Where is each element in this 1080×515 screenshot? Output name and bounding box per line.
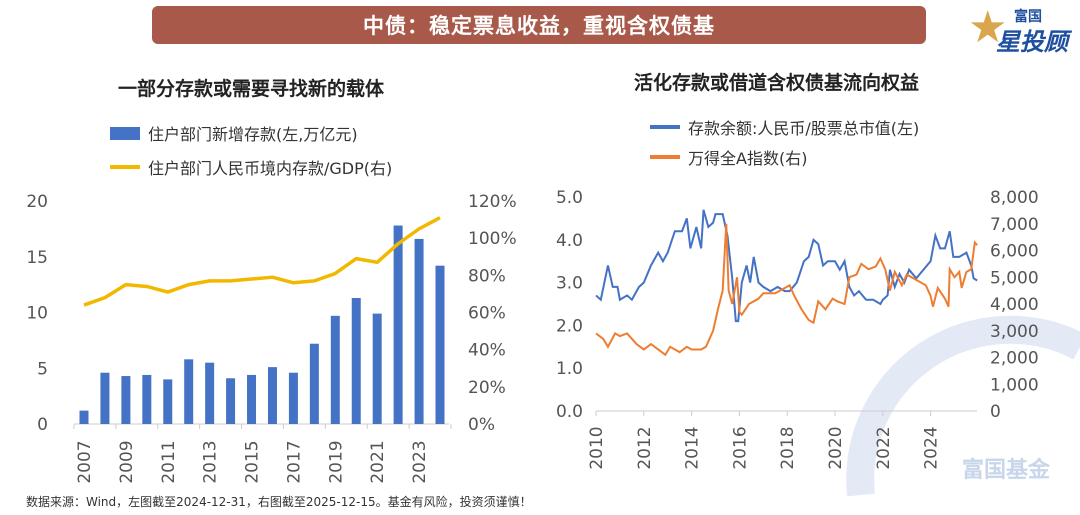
bar-2011	[163, 379, 173, 424]
watermark-text: 富国基金	[962, 458, 1051, 483]
brand-logo: ★ 富国 星投顾	[968, 2, 1078, 57]
right-y-tick-label: 80%	[468, 266, 506, 286]
right-y-tick-label: 4,000	[990, 295, 1039, 315]
star-icon: ★	[968, 2, 1008, 53]
legend-swatch-bar	[110, 126, 140, 140]
bar-2012	[184, 359, 194, 424]
legend-swatch-line	[650, 155, 680, 159]
left-y-tick-label: 5.0	[556, 188, 583, 208]
right-y-tick-label: 100%	[468, 229, 517, 249]
right-y-tick-label: 0	[990, 402, 1001, 422]
left-y-tick-label: 2.0	[556, 316, 583, 336]
bar-2008	[100, 372, 110, 424]
left-chart-title: 一部分存款或需要寻找新的载体	[118, 78, 385, 100]
x-tick-label: 2020	[826, 426, 846, 469]
deposit-gdp-line	[83, 216, 441, 307]
right-y-tick-label: 8,000	[990, 188, 1039, 208]
bar-2015	[247, 374, 257, 424]
legend-swatch-line	[650, 125, 680, 129]
bar-2010	[142, 374, 152, 424]
bar-2020	[351, 298, 361, 424]
right-y-tick-label: 60%	[468, 304, 506, 324]
x-tick-label: 2017	[284, 440, 304, 483]
x-tick-label: 2013	[201, 440, 221, 483]
right-y-tick-label: 20%	[468, 378, 506, 398]
left-y-tick-label: 0	[37, 415, 48, 435]
x-tick-label: 2012	[635, 426, 655, 469]
watermark-arc	[846, 315, 1080, 497]
left-y-tick-label: 4.0	[556, 231, 583, 251]
x-tick-label: 2022	[874, 426, 894, 469]
bar-2021	[372, 313, 382, 424]
legend-item-deposits: 住户部门新增存款(左,万亿元)	[110, 121, 358, 145]
legend-item-deposit-gdp: 住户部门人民币境内存款/GDP(右)	[110, 155, 392, 179]
logo-text-top: 富国	[1014, 9, 1042, 25]
left-y-tick-label: 15	[26, 248, 48, 268]
right-chart-title: 活化存款或借道含权债基流向权益	[634, 72, 920, 94]
x-tick-label: 2007	[75, 440, 95, 483]
right-y-tick-label: 40%	[468, 341, 506, 361]
left-y-tick-label: 10	[26, 304, 48, 324]
x-tick-label: 2014	[683, 426, 703, 469]
legend-label: 住户部门新增存款(左,万亿元)	[148, 125, 358, 144]
legend-label: 万得全A指数(右)	[688, 149, 808, 168]
bar-2016	[267, 367, 277, 424]
x-tick-label: 2019	[326, 440, 346, 483]
deposit-market-cap-ratio-line	[595, 209, 978, 323]
bar-2017	[288, 372, 298, 424]
left-y-tick-label: 20	[26, 192, 48, 212]
bar-2007	[79, 410, 89, 424]
x-tick-label: 2024	[922, 426, 942, 469]
logo-text-bottom: 星投顾	[996, 28, 1068, 56]
x-tick-label: 2015	[243, 440, 263, 483]
page-title: 中债：稳定票息收益，重视含权债基	[152, 6, 926, 44]
legend-item-wind-a: 万得全A指数(右)	[650, 145, 807, 169]
bar-2022	[393, 225, 403, 424]
bar-2014	[226, 378, 236, 424]
bar-2024	[435, 265, 445, 424]
right-y-tick-label: 5,000	[990, 268, 1039, 288]
bar-2009	[121, 376, 131, 424]
right-y-tick-label: 3,000	[990, 322, 1039, 342]
x-tick-label: 2016	[730, 426, 750, 469]
legend-label: 住户部门人民币境内存款/GDP(右)	[148, 159, 393, 178]
left-y-tick-label: 5	[37, 359, 48, 379]
x-tick-label: 2011	[159, 440, 179, 483]
source-note: 数据来源：Wind，左图截至2024-12-31，右图截至2025-12-15。…	[26, 495, 532, 509]
bar-2018	[309, 343, 319, 424]
right-y-tick-label: 0%	[468, 415, 495, 435]
left-y-tick-label: 1.0	[556, 359, 583, 379]
right-y-tick-label: 7,000	[990, 215, 1039, 235]
left-y-tick-label: 3.0	[556, 274, 583, 294]
legend-label: 存款余额:人民币/股票总市值(左)	[688, 119, 920, 138]
bar-2013	[205, 362, 215, 424]
legend-swatch-line	[110, 165, 140, 169]
x-tick-label: 2009	[117, 440, 137, 483]
wind-all-a-index-line	[595, 223, 978, 357]
bar-2023	[414, 238, 424, 424]
x-tick-label: 2010	[587, 426, 607, 469]
legend-item-ratio: 存款余额:人民币/股票总市值(左)	[650, 115, 919, 139]
right-y-tick-label: 120%	[468, 192, 517, 212]
x-tick-label: 2021	[368, 440, 388, 483]
x-tick-label: 2018	[778, 426, 798, 469]
bar-2019	[330, 315, 340, 424]
right-y-tick-label: 2,000	[990, 349, 1039, 369]
right-y-tick-label: 6,000	[990, 242, 1039, 262]
x-tick-label: 2023	[410, 440, 430, 483]
left-y-tick-label: 0.0	[556, 402, 583, 422]
right-y-tick-label: 1,000	[990, 375, 1039, 395]
